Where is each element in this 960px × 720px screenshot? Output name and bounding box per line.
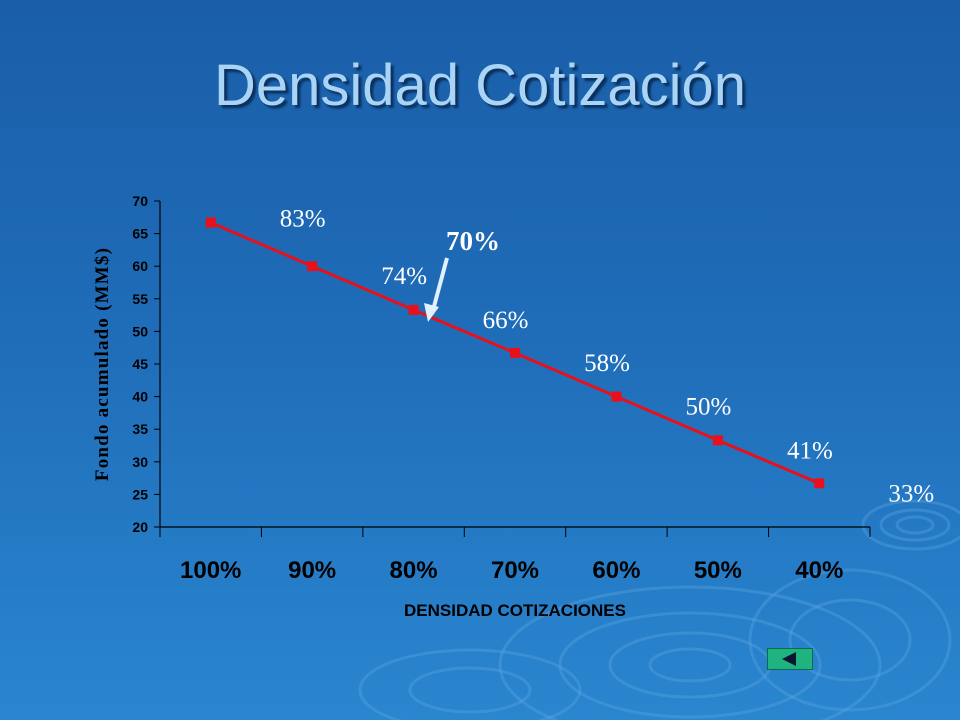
y-tick-label: 30	[132, 454, 148, 470]
data-point	[611, 391, 622, 402]
x-tick-label: 40%	[795, 557, 843, 584]
percentage-annotation: 41%	[787, 437, 833, 464]
highlight-annotation: 70%	[446, 226, 500, 256]
percentage-annotation: 83%	[280, 206, 326, 233]
x-tick-label: 70%	[491, 557, 539, 584]
chart-axes: 70 65 60 55 50 45 40 35 30 25 20 100% 90% 80% 70% 60% 50…	[92, 193, 871, 620]
y-tick-label: 20	[132, 519, 148, 535]
x-tick-label: 100%	[180, 557, 241, 584]
percentage-annotation: 33%	[888, 480, 934, 507]
y-axis-title: Fondo acumulado (MM$)	[92, 247, 113, 481]
triangle-left-icon	[782, 652, 796, 666]
x-tick-label: 90%	[288, 557, 336, 584]
y-tick-label: 50	[132, 323, 148, 339]
back-button[interactable]	[767, 648, 813, 670]
y-tick-label: 40	[132, 389, 148, 405]
data-point	[712, 435, 723, 446]
data-point	[408, 304, 419, 315]
chart-labels: 83% 74% 66% 58% 50% 41% 33% 70%	[280, 206, 934, 508]
y-tick-label: 60	[132, 258, 148, 274]
y-tick-label: 55	[132, 291, 148, 307]
data-point	[205, 217, 216, 228]
percentage-annotation: 58%	[584, 350, 630, 377]
data-point	[307, 261, 318, 272]
highlight-arrow-head	[424, 303, 439, 322]
percentage-annotation: 74%	[381, 263, 427, 290]
chart-marks	[205, 217, 825, 489]
slide-title: Densidad Cotización	[214, 53, 746, 118]
percentage-annotation: 66%	[483, 307, 529, 334]
y-tick-label: 35	[132, 421, 148, 437]
data-point	[510, 347, 520, 358]
y-tick-label: 45	[132, 356, 148, 372]
y-tick-label: 25	[132, 486, 148, 502]
x-tick-label: 80%	[390, 557, 438, 584]
percentage-annotation: 50%	[686, 394, 732, 421]
x-tick-label: 50%	[694, 557, 742, 584]
y-tick-label: 65	[132, 226, 148, 242]
y-tick-label: 70	[132, 193, 148, 209]
x-axis-title: DENSIDAD COTIZACIONES	[404, 601, 626, 620]
x-tick-label: 60%	[592, 557, 640, 584]
highlight-arrow-shaft	[430, 257, 449, 315]
data-point	[814, 478, 825, 489]
